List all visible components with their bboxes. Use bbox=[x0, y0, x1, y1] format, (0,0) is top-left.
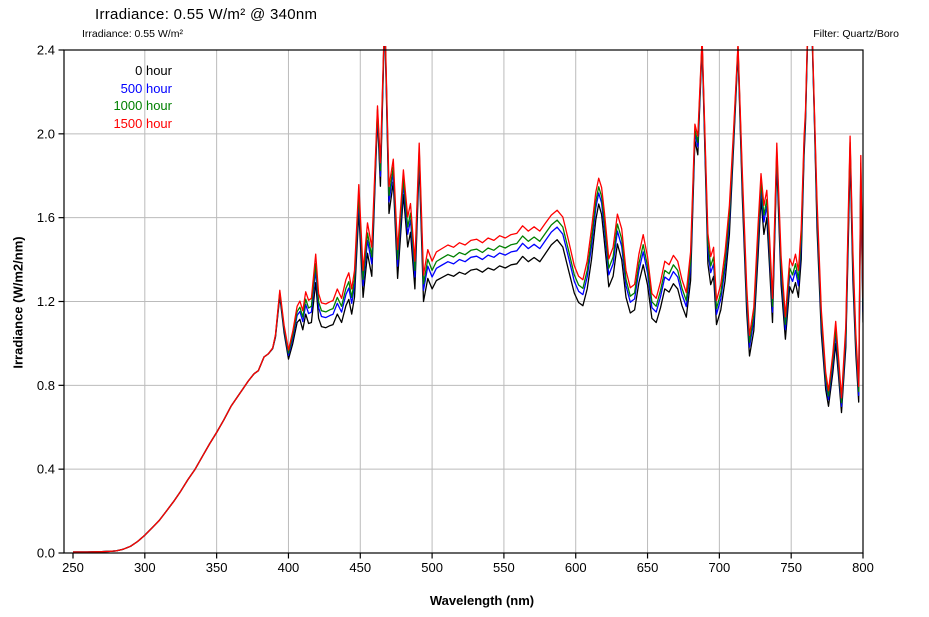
chart-title: Irradiance: 0.55 W/m² @ 340nm bbox=[95, 6, 318, 23]
y-tick-label: 1.6 bbox=[37, 210, 55, 225]
x-tick-label: 650 bbox=[637, 560, 659, 575]
legend-item-500-hour: 500 hour bbox=[120, 80, 172, 96]
y-tick-label: 2.4 bbox=[37, 43, 55, 58]
legend-item-0-hour: 0 hour bbox=[135, 63, 172, 78]
tick-labels: 250 300 350 400 450 500 550 600 650 700 750 800 0.0 0… bbox=[37, 43, 874, 576]
y-tick-label: 0.4 bbox=[37, 462, 55, 477]
x-tick-label: 600 bbox=[565, 560, 587, 575]
series-line-0-hour bbox=[73, 46, 863, 553]
axis-ticks bbox=[58, 49, 864, 559]
x-tick-label: 300 bbox=[134, 560, 156, 575]
series-curves bbox=[73, 46, 863, 553]
legend-item-1500-hour: 1500 hour bbox=[113, 115, 172, 131]
x-tick-label: 250 bbox=[62, 560, 84, 575]
y-tick-label: 1.2 bbox=[37, 294, 55, 309]
series-line-1500-hour bbox=[73, 46, 863, 553]
x-axis-title: Wavelength (nm) bbox=[429, 593, 535, 608]
x-tick-label: 550 bbox=[493, 560, 515, 575]
grid bbox=[64, 50, 863, 553]
x-tick-label: 800 bbox=[852, 560, 874, 575]
legend-item-1000-hour: 1000 hour bbox=[113, 98, 172, 113]
y-tick-label: 0.0 bbox=[37, 546, 55, 561]
x-tick-label: 350 bbox=[206, 560, 228, 575]
y-axis-title: Irradiance (W/m2/nm) bbox=[10, 236, 26, 369]
x-tick-label: 700 bbox=[709, 560, 731, 575]
x-tick-label: 400 bbox=[278, 560, 300, 575]
legend: 0 hour 500 hour 1000 hour 1500 hour bbox=[80, 62, 172, 132]
y-tick-label: 0.8 bbox=[37, 378, 55, 393]
series-line-500-hour bbox=[73, 46, 863, 553]
x-tick-label: 500 bbox=[421, 560, 443, 575]
chart-subtitle: Irradiance: 0.55 W/m² bbox=[82, 28, 183, 40]
filter-note: Filter: Quartz/Boro bbox=[813, 28, 899, 40]
y-tick-label: 2.0 bbox=[37, 126, 55, 141]
x-tick-label: 450 bbox=[349, 560, 371, 575]
x-tick-label: 750 bbox=[780, 560, 802, 575]
